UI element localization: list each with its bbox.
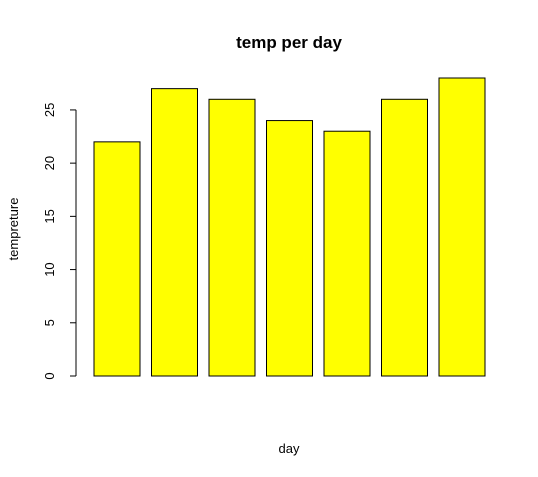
y-tick-label-5: 5 <box>42 319 57 326</box>
y-tick-label-0: 0 <box>42 372 57 379</box>
y-tick-label-15: 15 <box>42 209 57 223</box>
bar-5 <box>323 130 371 377</box>
y-tick-label-10: 10 <box>42 262 57 276</box>
bar-7 <box>438 77 486 377</box>
bar-3 <box>208 98 256 377</box>
bar-4 <box>266 120 313 377</box>
bars-group <box>93 77 486 377</box>
y-tick-label-25: 25 <box>42 103 57 117</box>
chart-title: temp per day <box>236 33 342 52</box>
bar-1 <box>93 141 141 377</box>
y-axis: 0 5 10 15 20 25 <box>42 103 77 380</box>
y-tick-label-20: 20 <box>42 156 57 170</box>
bar-6 <box>381 98 428 377</box>
x-axis-label: day <box>279 441 300 456</box>
y-axis-label: tempreture <box>6 198 21 261</box>
bar-2 <box>151 88 198 377</box>
